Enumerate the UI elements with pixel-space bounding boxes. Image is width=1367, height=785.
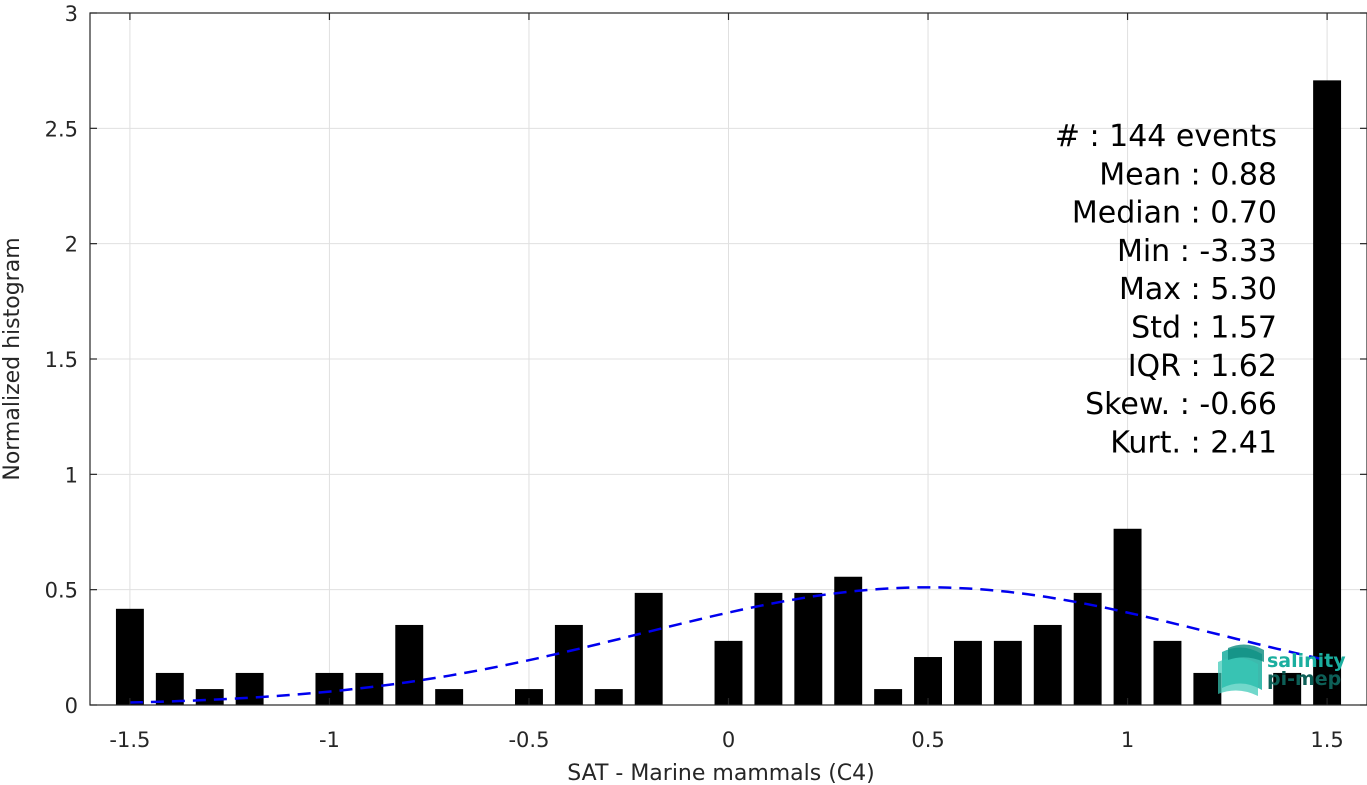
histogram-bar [1033, 624, 1062, 705]
histogram-bar [834, 576, 863, 705]
x-tick-label: 1.5 [1310, 728, 1343, 752]
histogram-bar [1193, 672, 1222, 705]
stats-line: Mean : 0.88 [1099, 157, 1277, 192]
histogram-bar [594, 689, 623, 705]
stats-line: # : 144 events [1055, 119, 1277, 154]
x-tick-label: 0.5 [911, 728, 944, 752]
stats-line: Max : 5.30 [1119, 272, 1277, 307]
stats-line: Min : -3.33 [1117, 234, 1277, 269]
logo-text-salinity: salinity [1267, 650, 1346, 672]
histogram-bar [754, 592, 783, 705]
salinity-pimep-logo: salinity pi-mep [1218, 644, 1346, 696]
fit-curve-line [129, 586, 1328, 704]
axis-ticks [90, 12, 1367, 706]
wave-icon [1218, 644, 1264, 696]
y-tick-label: 2 [65, 233, 78, 257]
histogram-bar [515, 689, 543, 705]
x-tick-label: 0 [722, 728, 735, 752]
histogram-bar [435, 689, 464, 705]
y-tick-labels: 0 0.5 1 1.5 2 2.5 3 [45, 2, 78, 718]
histogram-bar [155, 672, 184, 705]
histogram-bar [993, 640, 1022, 705]
histogram-bar [1113, 528, 1142, 705]
y-tick-label: 1 [65, 463, 78, 487]
histogram-bar [634, 592, 663, 705]
histogram-bar [714, 640, 743, 705]
y-tick-label: 2.5 [45, 117, 78, 141]
histogram-bar [914, 657, 942, 705]
histogram-bar [1273, 672, 1302, 705]
histogram-bars [115, 80, 1342, 705]
stats-line: Kurt. : 2.41 [1110, 425, 1277, 460]
x-tick-label: -1 [319, 728, 340, 752]
histogram-bar [554, 624, 583, 705]
histogram-bar [953, 640, 982, 705]
logo-text-pimep: pi-mep [1267, 668, 1341, 690]
histogram-bar [395, 624, 424, 705]
stats-line: IQR : 1.62 [1128, 349, 1277, 384]
histogram-bar [355, 672, 384, 705]
x-tick-labels: -1.5 -1 -0.5 0 0.5 1 1.5 [109, 728, 1343, 752]
x-axis-label: SAT - Marine mammals (C4) [567, 761, 875, 785]
histogram-bar [115, 608, 144, 705]
histogram-bar [1153, 640, 1182, 705]
histogram-bar [794, 592, 823, 705]
histogram-bar [874, 689, 903, 705]
histogram-bar [235, 672, 264, 705]
y-tick-label: 0.5 [45, 579, 78, 603]
x-tick-label: 1 [1121, 728, 1134, 752]
stats-line: Skew. : -0.66 [1085, 387, 1277, 422]
y-tick-label: 0 [65, 694, 78, 718]
stats-line: Median : 0.70 [1072, 196, 1277, 231]
x-tick-label: -0.5 [508, 728, 549, 752]
histogram-bar [1073, 592, 1102, 705]
y-tick-label: 1.5 [45, 348, 78, 372]
y-axis-label: Normalized histogram [0, 237, 25, 480]
stats-line: Std : 1.57 [1131, 311, 1277, 346]
y-tick-label: 3 [65, 2, 78, 26]
x-tick-label: -1.5 [109, 728, 150, 752]
histogram-bar [1313, 80, 1342, 705]
histogram-bar [195, 689, 224, 705]
